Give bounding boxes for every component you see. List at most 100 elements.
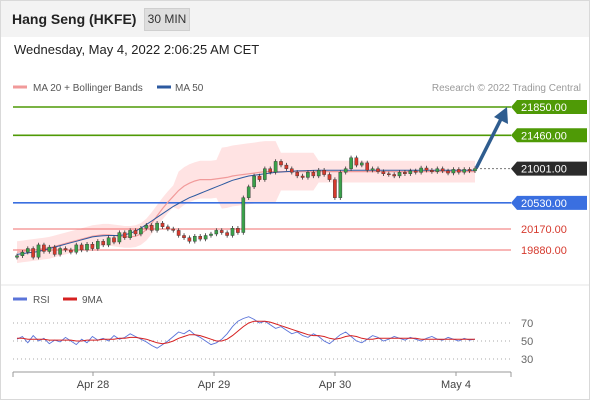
candle-body bbox=[360, 162, 364, 166]
candle-body bbox=[31, 248, 35, 258]
candle-body bbox=[133, 230, 138, 235]
candle-body bbox=[381, 171, 386, 175]
rsi-tick-label: 70 bbox=[521, 318, 533, 330]
candle-body bbox=[408, 170, 413, 174]
candle-body bbox=[246, 186, 251, 198]
candle-body bbox=[311, 172, 316, 177]
candle-body bbox=[236, 227, 240, 233]
candle-body bbox=[187, 237, 192, 242]
candle-body bbox=[397, 172, 402, 177]
candle-body bbox=[370, 168, 375, 171]
rsi-panel: 70 50 30 bbox=[13, 316, 533, 366]
candle-body bbox=[214, 230, 219, 235]
candle-body bbox=[257, 175, 262, 180]
header-bar: Hang Seng (HKFE) 30 MIN bbox=[1, 1, 589, 37]
rsi-tick-label: 50 bbox=[521, 336, 533, 348]
forecast-arrow-head bbox=[494, 107, 508, 124]
candle-body bbox=[306, 172, 310, 178]
candle-body bbox=[15, 255, 19, 258]
candle-body bbox=[333, 179, 337, 198]
candle-body bbox=[230, 227, 235, 236]
support-level-label: 20170.00 bbox=[521, 224, 567, 236]
candle-body bbox=[198, 235, 203, 240]
candle-body bbox=[343, 168, 348, 173]
candle-body bbox=[413, 170, 418, 173]
price-levels-layer bbox=[13, 106, 511, 251]
ma50-legend-label: MA 50 bbox=[175, 83, 204, 94]
candle-body bbox=[79, 244, 84, 251]
candle-body bbox=[69, 249, 73, 253]
candle-body bbox=[446, 170, 450, 174]
candle-body bbox=[279, 161, 283, 166]
candle-body bbox=[112, 237, 116, 243]
level-labels-layer: 21850.00 21460.00 21001.00 20530.00 20170.00… bbox=[511, 100, 587, 257]
candle-body bbox=[273, 161, 278, 173]
candle-body bbox=[128, 230, 132, 238]
candle-body bbox=[58, 248, 62, 255]
candle-body bbox=[160, 222, 165, 227]
candle-body bbox=[101, 241, 105, 246]
candle-body bbox=[473, 168, 477, 172]
candle-body bbox=[42, 244, 46, 252]
candle-body bbox=[263, 168, 267, 180]
pivot-level-tag bbox=[511, 195, 587, 210]
candle-body bbox=[338, 172, 343, 198]
candle-body bbox=[403, 172, 407, 175]
moving-average-layer bbox=[16, 169, 475, 255]
candle-body bbox=[182, 235, 186, 238]
candle-body bbox=[26, 248, 30, 253]
candle-body bbox=[47, 246, 52, 252]
target-level-label: 21850.00 bbox=[521, 102, 567, 114]
candle-body bbox=[284, 164, 289, 169]
x-axis-label: Apr 30 bbox=[319, 379, 351, 391]
current-level-label: 21001.00 bbox=[521, 164, 567, 176]
current-level-tag bbox=[511, 161, 587, 176]
candle-body bbox=[225, 232, 229, 236]
x-axis-label: May 4 bbox=[441, 379, 471, 391]
candle-body bbox=[268, 168, 273, 173]
candle-body bbox=[430, 169, 434, 172]
target-level-tag bbox=[511, 128, 587, 143]
candle-body bbox=[36, 244, 41, 258]
candle-body bbox=[192, 235, 197, 242]
x-axis-label: Apr 29 bbox=[198, 379, 230, 391]
candle-body bbox=[387, 173, 391, 176]
candle-body bbox=[376, 168, 380, 172]
target-level-label: 21460.00 bbox=[521, 130, 567, 142]
candle-body bbox=[117, 232, 122, 243]
candle-body bbox=[424, 167, 429, 171]
candle-body bbox=[457, 169, 461, 173]
candle-body bbox=[209, 233, 213, 236]
target-level-tag bbox=[511, 100, 587, 114]
candle-body bbox=[106, 237, 111, 246]
candle-body bbox=[144, 225, 149, 229]
candle-body bbox=[139, 227, 143, 235]
candle-body bbox=[365, 162, 370, 171]
credit-label: Research © 2022 Trading Central bbox=[432, 83, 581, 94]
candle-body bbox=[203, 235, 208, 240]
pivot-level-label: 20530.00 bbox=[521, 198, 567, 210]
candle-body bbox=[451, 169, 456, 174]
candle-body bbox=[327, 174, 332, 180]
candle-body bbox=[462, 169, 467, 173]
candle-body bbox=[392, 174, 397, 177]
candles-layer bbox=[15, 107, 508, 260]
candle-body bbox=[354, 157, 359, 166]
candle-body bbox=[435, 168, 440, 172]
candle-body bbox=[149, 225, 154, 231]
candle-body bbox=[85, 243, 89, 251]
candle-body bbox=[440, 168, 445, 172]
candle-body bbox=[166, 226, 170, 230]
candle-body bbox=[241, 197, 246, 233]
ma50-line bbox=[16, 169, 475, 255]
ma20-legend-label: MA 20 + Bollinger Bands bbox=[33, 83, 143, 94]
rsi-ma-line bbox=[17, 320, 475, 345]
x-axis-labels: Apr 28 Apr 29 Apr 30 May 4 bbox=[77, 372, 471, 391]
candle-body bbox=[20, 251, 25, 256]
timeframe-button[interactable]: 30 MIN bbox=[144, 8, 190, 31]
candle-body bbox=[171, 228, 176, 231]
instrument-title: Hang Seng (HKFE) bbox=[12, 11, 137, 27]
candle-body bbox=[322, 169, 326, 175]
